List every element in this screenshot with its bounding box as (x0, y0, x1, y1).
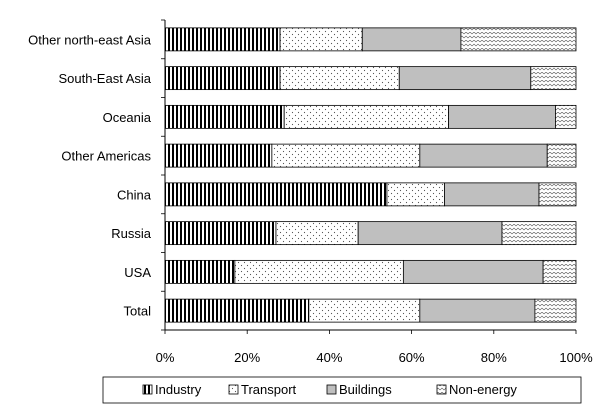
bar-russia-buildings (357, 221, 503, 246)
category-label: China (117, 187, 152, 202)
x-tick-label: 20% (234, 350, 260, 365)
bar-other-north-east-asia-buildings (361, 27, 462, 52)
x-tick-label: 0% (156, 350, 175, 365)
legend-label-non-energy: Non-energy (449, 382, 517, 397)
bar-russia-industry (164, 221, 277, 246)
bar-south-east-asia-transport (279, 66, 400, 91)
legend-label-transport: Transport (241, 382, 297, 397)
legend-label-buildings: Buildings (339, 382, 392, 397)
bar-total-buildings (419, 298, 536, 323)
bar-russia-non-energy (501, 221, 577, 246)
bar-other-north-east-asia-transport (279, 27, 363, 52)
bar-china-non-energy (538, 182, 577, 207)
bar-south-east-asia-buildings (398, 66, 532, 91)
bar-other-north-east-asia-industry (164, 27, 281, 52)
bar-oceania-non-energy (555, 104, 577, 129)
bar-south-east-asia-industry (164, 66, 281, 91)
bar-total-industry (164, 298, 310, 323)
x-tick-label: 60% (399, 350, 425, 365)
legend: Industry Transport Buildings Non-energy (102, 376, 582, 404)
legend-box (102, 376, 582, 404)
bar-china-buildings (444, 182, 540, 207)
bar-usa-transport (234, 259, 404, 284)
legend-label-industry: Industry (155, 382, 202, 397)
x-tick-label: 40% (316, 350, 342, 365)
bar-usa-buildings (402, 259, 544, 284)
category-label: South-East Asia (59, 71, 152, 86)
bar-other-americas-buildings (419, 143, 548, 168)
bar-total-transport (308, 298, 421, 323)
legend-swatch-industry (142, 384, 153, 395)
category-label: Oceania (103, 110, 152, 125)
bar-other-americas-non-energy (546, 143, 577, 168)
bar-oceania-transport (283, 104, 449, 129)
x-tick-label: 100% (559, 350, 593, 365)
bar-other-americas-transport (271, 143, 421, 168)
bar-usa-non-energy (542, 259, 577, 284)
bar-other-north-east-asia-non-energy (460, 27, 577, 52)
bar-total-non-energy (534, 298, 577, 323)
category-label: Total (124, 304, 152, 319)
legend-swatch-buildings (326, 384, 337, 395)
bar-usa-industry (164, 259, 236, 284)
bar-south-east-asia-non-energy (530, 66, 577, 91)
bar-russia-transport (275, 221, 359, 246)
x-tick-label: 80% (481, 350, 507, 365)
category-label: Russia (111, 226, 152, 241)
legend-swatch-transport (228, 384, 239, 395)
category-label: Other Americas (61, 149, 151, 164)
bar-oceania-industry (164, 104, 285, 129)
category-label: USA (124, 265, 151, 280)
plot-area: Other north-east Asia South-East Asia Ocea… (28, 19, 593, 365)
category-label: Other north-east Asia (28, 32, 152, 47)
bar-other-americas-industry (164, 143, 273, 168)
bar-china-industry (164, 182, 388, 207)
legend-swatch-non-energy (436, 384, 447, 395)
bar-oceania-buildings (448, 104, 556, 129)
bar-china-transport (386, 182, 445, 207)
